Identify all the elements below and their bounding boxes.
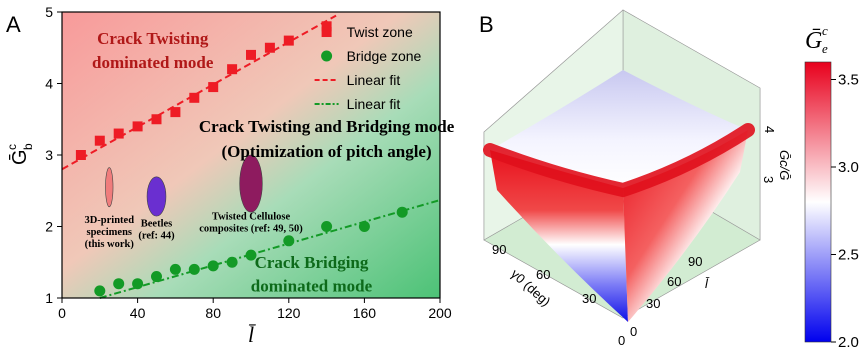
twist-point-11 <box>283 35 294 46</box>
panel-b-label: B <box>479 12 494 37</box>
y-tick-label-4: 5 <box>45 4 53 20</box>
region-middle-line2: (Optimization of pitch angle) <box>222 142 432 161</box>
x3-tick-90: 90 <box>492 242 506 257</box>
x-tick-label-0: 0 <box>58 305 66 321</box>
bridge-point-1 <box>113 278 125 290</box>
bridge-point-3 <box>151 271 162 283</box>
bridge-point-6 <box>207 260 219 272</box>
colorbar-tick-label-2: 2.5 <box>838 247 859 264</box>
y3-tick-60: 60 <box>667 274 681 289</box>
annotation-label-1-0: Beetles <box>141 219 173 230</box>
twist-point-8 <box>227 64 238 75</box>
twist-point-0 <box>75 150 86 160</box>
region-bottom-line2: dominated mode <box>251 277 373 296</box>
twist-point-6 <box>189 92 200 103</box>
legend-twist-label: Twist zone <box>347 24 413 40</box>
x-tick-label-2: 80 <box>205 305 221 321</box>
fit-line-1 <box>99 199 441 299</box>
x3-tick-30: 30 <box>582 291 596 306</box>
bridge-point-12 <box>396 206 408 218</box>
x-axis-label: l̄ <box>248 322 257 347</box>
twist-point-12 <box>321 21 332 32</box>
region-middle-line1: Crack Twisting and Bridging mode <box>199 117 455 136</box>
legend-twist-marker <box>321 27 332 38</box>
bridge-point-9 <box>283 235 295 247</box>
annotation-label-2-1: composites (ref: 49, 50) <box>199 223 303 234</box>
colorbar-title: Ḡ e c <box>805 23 828 56</box>
region-top-line2: dominated mode <box>92 53 214 72</box>
x3-tick-60: 60 <box>536 267 550 282</box>
bridge-point-0 <box>94 285 106 297</box>
colorbar-tick-label-0: 3.5 <box>838 72 859 89</box>
x-tick-label-4: 160 <box>353 305 377 321</box>
y-axis-label-sub: b <box>21 143 35 150</box>
panel-a-label: A <box>6 12 21 37</box>
colorbar-title-sup: c <box>822 23 828 38</box>
twist-point-2 <box>113 128 124 139</box>
bridge-point-10 <box>321 221 333 232</box>
y-tick-label-3: 4 <box>45 76 53 92</box>
colorbar-title-main: Ḡ <box>805 28 822 54</box>
annotation-ellipse-0 <box>105 167 114 208</box>
bridge-point-7 <box>226 256 238 268</box>
y3-tick-90: 90 <box>688 254 702 269</box>
annotation-label-0-2: (this work) <box>85 239 135 250</box>
x-tick-label-3: 120 <box>277 305 301 321</box>
bridge-point-8 <box>245 249 257 261</box>
annotation-label-1-1: (ref: 44) <box>138 231 175 242</box>
colorbar <box>804 61 832 343</box>
y-axis-label-main: Ḡ <box>8 149 31 165</box>
bridge-point-2 <box>132 278 144 290</box>
colorbar-tick-label-1: 3.0 <box>838 159 859 176</box>
annotation-label-0-1: specimens <box>87 227 133 238</box>
region-bottom-line1: Crack Bridging <box>255 253 369 272</box>
twist-point-3 <box>132 121 143 132</box>
colorbar-ticks: 3.5 3.0 2.5 2.0 <box>831 72 859 351</box>
x-tick-label-1: 40 <box>130 305 146 321</box>
y-axis-label-sup: c <box>5 144 19 150</box>
fit-line-0 <box>61 14 337 171</box>
legend-bridge-label: Bridge zone <box>347 48 422 64</box>
y3-axis-label: l̄ <box>705 276 710 291</box>
surface-left-face <box>490 150 628 322</box>
surface-rim <box>483 123 755 198</box>
twist-point-9 <box>246 49 256 60</box>
z3-tick-4: 4 <box>762 126 777 133</box>
y-tick-label-1: 2 <box>45 219 53 235</box>
annotation-ellipse-1 <box>146 176 167 217</box>
y3-tick-0: 0 <box>630 324 637 339</box>
annotation-ellipse-2 <box>239 154 263 213</box>
y3-tick-30: 30 <box>646 296 660 311</box>
twist-point-10 <box>264 42 275 53</box>
z3-axis-label: Ḡc/Ḡ <box>777 150 792 180</box>
bridge-point-11 <box>358 221 370 232</box>
bridge-point-5 <box>188 263 200 275</box>
region-top-line1: Crack Twisting <box>97 29 209 48</box>
x3-tick-0: 0 <box>618 333 625 348</box>
colorbar-tick-label-3: 2.0 <box>838 334 859 351</box>
panel-b-chart: 90 60 30 0 γ0 (deg) 90 60 30 0 l̄ 4 3 Ḡc… <box>483 9 859 351</box>
z3-tick-3: 3 <box>761 176 776 183</box>
3d-axis-z: 4 3 Ḡc/Ḡ <box>761 126 792 183</box>
bridge-point-4 <box>169 263 181 275</box>
colorbar-title-sub: e <box>822 41 828 56</box>
twist-point-1 <box>94 135 105 146</box>
legend-fit-red-label: Linear fit <box>347 72 401 88</box>
annotation-label-0-0: 3D-printed <box>84 215 134 226</box>
3d-axis-y: 90 60 30 0 l̄ <box>630 254 710 339</box>
y-tick-label-0: 1 <box>45 290 53 306</box>
y-tick-label-2: 3 <box>45 147 53 163</box>
twist-point-5 <box>170 107 181 118</box>
twist-point-7 <box>208 82 219 93</box>
x-tick-label-5: 200 <box>428 305 452 321</box>
legend-bridge-marker <box>321 50 333 62</box>
annotation-label-2-0: Twisted Cellulose <box>212 211 291 222</box>
y-axis-label: Ḡbc <box>5 143 35 165</box>
legend-fit-green-label: Linear fit <box>347 96 401 112</box>
twist-point-4 <box>151 114 162 125</box>
